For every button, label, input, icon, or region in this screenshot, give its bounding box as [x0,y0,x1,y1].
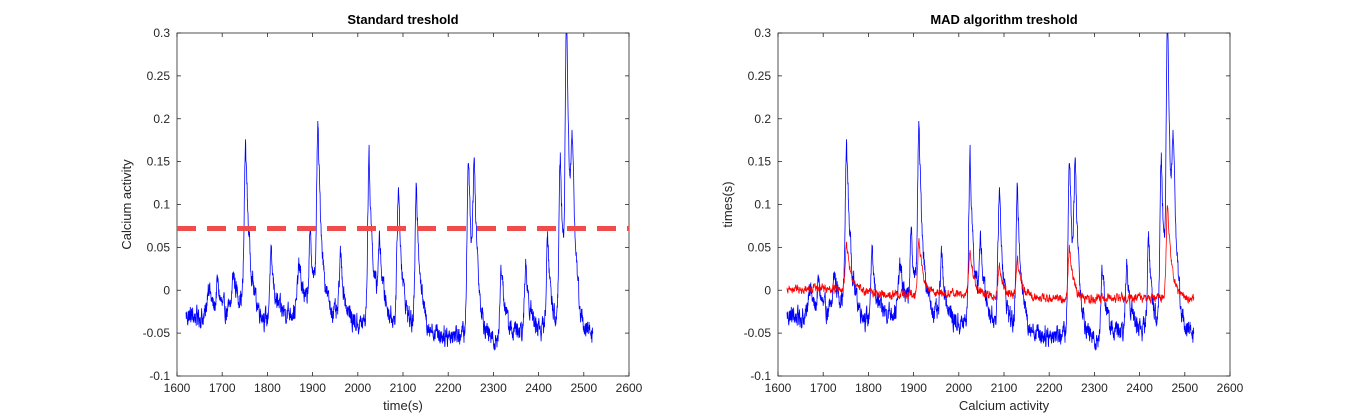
x-tick-label: 2200 [1036,381,1063,395]
y-axis-label: Calcium activity [119,159,134,250]
y-tick-label: 0.15 [147,155,171,169]
y-tick-label: -0.1 [149,369,170,383]
y-axis-label: times(s) [720,181,735,227]
x-tick-label: 2300 [1081,381,1108,395]
x-tick-label: 2100 [991,381,1018,395]
chart-title: Standard treshold [347,12,458,27]
x-tick-label: 2100 [390,381,417,395]
x-tick-label: 1900 [299,381,326,395]
y-tick-label: 0.05 [147,240,171,254]
y-tick-label: 0.05 [748,240,772,254]
y-tick-label: 0.1 [153,198,170,212]
y-tick-label: 0.1 [754,198,771,212]
y-tick-label: 0 [163,283,170,297]
x-tick-label: 1800 [855,381,882,395]
y-tick-label: -0.05 [143,326,171,340]
x-tick-label: 2200 [435,381,462,395]
series-line-calcium-signal [786,33,1195,351]
x-tick-label: 2600 [616,381,643,395]
x-tick-label: 1700 [209,381,236,395]
x-axis-label: Calcium activity [959,398,1050,413]
x-tick-label: 2500 [1171,381,1198,395]
y-tick-label: 0.3 [153,26,170,40]
y-tick-label: 0.25 [748,69,772,83]
x-tick-label: 2000 [945,381,972,395]
x-tick-label: 2400 [1126,381,1153,395]
x-tick-label: 1900 [900,381,927,395]
x-tick-label: 2000 [344,381,371,395]
x-tick-label: 2400 [525,381,552,395]
x-axis-label: time(s) [383,398,423,413]
x-tick-label: 2500 [570,381,597,395]
y-tick-label: 0.25 [147,69,171,83]
y-tick-label: 0.3 [754,26,771,40]
y-tick-label: -0.05 [744,326,772,340]
series-group [786,33,1195,351]
x-tick-label: 1600 [765,381,792,395]
x-tick-label: 1800 [254,381,281,395]
plot-mad-threshold: 1600 1700 1800 1900 2000 2100 2200 2300 2400 2500… [720,12,1244,413]
y-tick-label: 0.2 [754,112,771,126]
x-tick-label: 2300 [480,381,507,395]
series-line-MAD-threshold [786,204,1195,305]
series-line-calcium-signal [185,33,594,351]
y-tick-label: 0.2 [153,112,170,126]
x-tick-label: 2600 [1217,381,1244,395]
series-group [177,33,629,351]
y-tick-label: 0 [764,283,771,297]
y-tick-label: -0.1 [750,369,771,383]
chart-title: MAD algorithm treshold [930,12,1077,27]
y-tick-label: 0.15 [748,155,772,169]
plot-standard-threshold: 1600 1700 1800 1900 2000 2100 2200 2300 2400 2500… [119,12,643,413]
x-tick-label: 1700 [810,381,837,395]
x-tick-label: 1600 [164,381,191,395]
